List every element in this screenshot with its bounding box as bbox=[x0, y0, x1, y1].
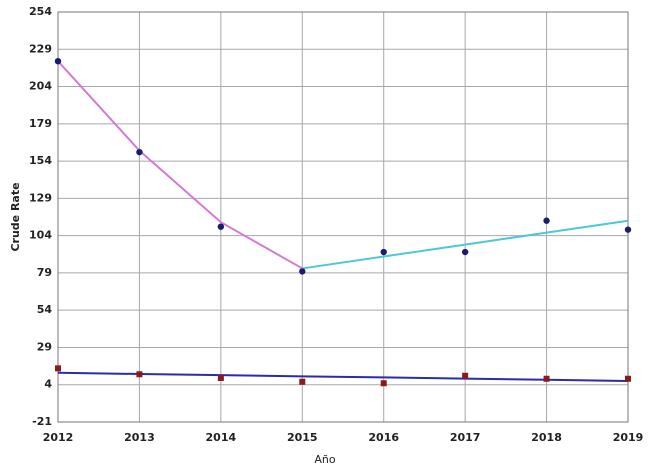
x-tick-label: 2012 bbox=[43, 431, 74, 444]
data-point bbox=[136, 371, 143, 378]
data-point bbox=[624, 226, 632, 233]
y-tick-label: 54 bbox=[37, 303, 53, 316]
data-point bbox=[217, 223, 225, 230]
data-point bbox=[461, 248, 469, 256]
y-tick-label: 79 bbox=[37, 266, 52, 279]
data-point bbox=[299, 378, 306, 385]
x-tick-label: 2019 bbox=[613, 431, 644, 444]
data-point bbox=[54, 58, 62, 65]
data-point bbox=[55, 365, 61, 372]
data-point bbox=[543, 217, 550, 224]
data-point bbox=[543, 375, 550, 382]
data-point bbox=[462, 372, 469, 379]
y-tick-label: 179 bbox=[29, 117, 52, 130]
data-point bbox=[217, 375, 224, 382]
y-tick-label: 204 bbox=[29, 80, 52, 93]
fit-line bbox=[57, 371, 629, 382]
x-tick-label: 2018 bbox=[531, 431, 562, 444]
data-point bbox=[380, 380, 387, 387]
y-tick-label: -21 bbox=[32, 415, 52, 428]
data-point bbox=[380, 248, 387, 256]
y-tick-label: 4 bbox=[44, 378, 52, 391]
y-tick-label: 104 bbox=[29, 229, 52, 242]
y-tick-label: 29 bbox=[37, 340, 52, 353]
data-point bbox=[299, 268, 306, 275]
x-tick-label: 2015 bbox=[287, 431, 318, 444]
x-tick-label: 2016 bbox=[368, 431, 399, 444]
y-tick-label: 154 bbox=[29, 154, 52, 167]
fit-line bbox=[57, 60, 303, 270]
data-point bbox=[625, 375, 631, 382]
data-point bbox=[136, 148, 143, 156]
y-tick-label: 229 bbox=[29, 42, 52, 55]
x-axis-label: Año bbox=[314, 453, 335, 466]
plot-border bbox=[57, 11, 629, 423]
y-axis-label: Crude Rate bbox=[9, 182, 22, 251]
y-tick-label: 129 bbox=[29, 191, 52, 204]
y-tick-label: 254 bbox=[29, 5, 52, 18]
x-tick-label: 2014 bbox=[206, 431, 237, 444]
fit-line bbox=[302, 219, 629, 270]
x-tick-label: 2017 bbox=[450, 431, 481, 444]
x-tick-label: 2013 bbox=[124, 431, 155, 444]
